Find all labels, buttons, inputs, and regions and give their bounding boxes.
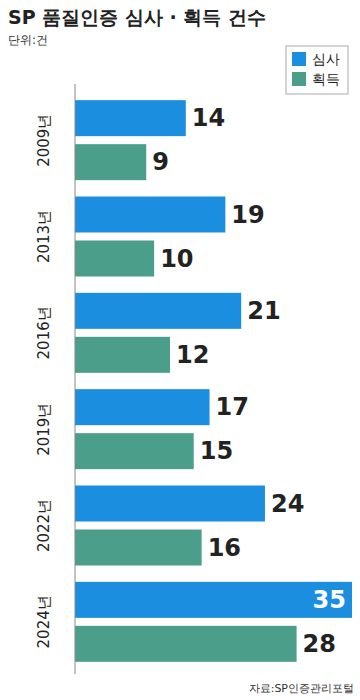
- legend-swatch: [292, 72, 306, 86]
- data-label: 9: [152, 148, 169, 176]
- category-labels: 2009년 2013년 2016년 2019년 2022년 2024년: [35, 114, 53, 649]
- data-label: 10: [160, 245, 193, 273]
- bar: [75, 626, 297, 662]
- chart: SP 품질인증 심사 · 획득 건수단위:건심사획득14919102112171…: [0, 0, 360, 700]
- data-label: 16: [208, 534, 241, 562]
- data-label: 35: [313, 586, 346, 614]
- source: 자료:SP인증관리포털: [249, 682, 354, 695]
- legend-label: 심사: [312, 51, 340, 67]
- data-label: 14: [192, 104, 225, 132]
- category-label: 2022년: [35, 499, 53, 552]
- legend-swatch: [292, 52, 306, 66]
- title: SP 품질인증 심사 · 획득 건수: [8, 6, 266, 28]
- data-label: 17: [216, 393, 249, 421]
- data-labels: 14 9 19 10 21 1217 15 24 16 35 28: [152, 104, 346, 658]
- bar: [75, 337, 170, 373]
- category-label: 2024년: [35, 595, 53, 648]
- data-label: 12: [176, 341, 209, 369]
- data-label: 28: [303, 630, 336, 658]
- legend-label: 획득: [312, 71, 340, 87]
- bar: [75, 389, 210, 425]
- bar: [75, 486, 265, 522]
- category-label: 2013년: [35, 210, 53, 263]
- subtitle: 단위:건: [8, 33, 48, 47]
- axis-line: [75, 84, 76, 674]
- bar: [75, 100, 186, 136]
- data-label: 19: [231, 201, 264, 229]
- category-label: 2009년: [35, 114, 53, 167]
- bars: [75, 100, 352, 662]
- bar: [75, 241, 154, 277]
- bar: [75, 197, 225, 233]
- legend-frame: [286, 46, 348, 94]
- bar: [75, 582, 352, 618]
- bar: [75, 433, 194, 469]
- bar: [75, 530, 202, 566]
- data-label: 15: [200, 437, 233, 465]
- bar: [75, 144, 146, 180]
- legend: 심사획득: [286, 46, 348, 94]
- data-label: 21: [247, 297, 280, 325]
- bar: [75, 293, 241, 329]
- category-label: 2016년: [35, 306, 53, 359]
- data-label: 24: [271, 490, 304, 518]
- category-label: 2019년: [35, 403, 53, 456]
